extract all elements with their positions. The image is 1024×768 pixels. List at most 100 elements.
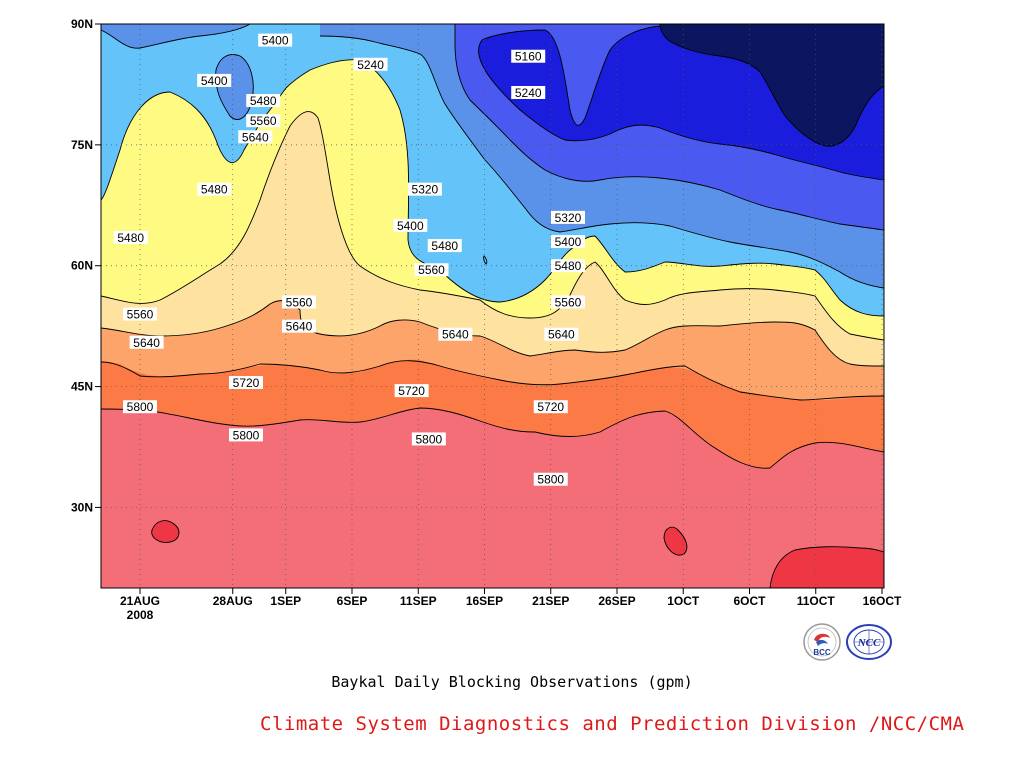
contour-label-24: 5720 — [229, 376, 263, 390]
contour-label-17: 5560 — [550, 295, 585, 309]
credit-line: Climate System Diagnostics and Predictio… — [260, 713, 965, 735]
contour-label-bg-27 — [123, 400, 157, 414]
contour-label-bg-23 — [544, 327, 579, 341]
contour-label-bg-25 — [394, 384, 429, 398]
contour-label-bg-1 — [258, 33, 293, 47]
contour-label-6: 5480 — [113, 231, 148, 245]
contour-label-bg-9 — [511, 85, 546, 99]
band-above-5880-spot1 — [151, 520, 179, 543]
contour-label-29: 5800 — [411, 432, 446, 446]
contour-label-23: 5640 — [544, 327, 579, 342]
band-below-5160 — [660, 24, 884, 147]
contour-label-bg-4 — [238, 130, 273, 144]
contour-label-bg-18 — [282, 295, 316, 309]
x-tick-label-4: 11SEP — [400, 594, 437, 608]
contour-label-15: 5400 — [550, 235, 585, 249]
y-tick-label-4: 90N — [71, 17, 93, 31]
contour-label-2: 5480 — [246, 94, 281, 108]
contour-label-text-29: 5800 — [415, 432, 442, 446]
contour-label-3: 5560 — [246, 114, 281, 128]
contour-label-8: 5160 — [511, 49, 546, 64]
contour-label-bg-26 — [533, 400, 568, 414]
contour-label-bg-20 — [123, 307, 157, 321]
contour-label-bg-11 — [393, 218, 428, 232]
contour-label-bg-22 — [438, 327, 473, 341]
contour-label-30: 5800 — [533, 472, 568, 487]
x-tick-label-11: 16OCT — [863, 594, 902, 608]
contour-label-text-20: 5560 — [127, 308, 154, 322]
x-tick-label-9: 6OCT — [733, 594, 766, 608]
x-tick-label-10: 11OCT — [797, 594, 836, 608]
contour-label-21: 5640 — [129, 335, 164, 350]
contour-label-7: 5240 — [353, 57, 388, 72]
contour-label-bg-15 — [550, 235, 585, 249]
contour-label-text-6: 5480 — [117, 231, 144, 245]
contour-label-28: 5800 — [229, 428, 263, 442]
contour-label-bg-3 — [246, 114, 281, 128]
contour-label-text-22: 5640 — [442, 328, 469, 342]
plot-frame — [100, 23, 885, 589]
contour-label-bg-14 — [550, 210, 585, 224]
contour-label-bg-5 — [197, 182, 232, 196]
contour-labels: 5400 5400 5480 5560 5640 5480 5480 5240 5160 5240… — [113, 33, 585, 487]
contour-label-bg-10 — [407, 182, 442, 196]
contour-label-text-12: 5480 — [431, 239, 458, 253]
contour-label-10: 5320 — [407, 182, 442, 197]
contour-label-text-28: 5800 — [233, 428, 260, 442]
contour-label-11: 5400 — [393, 218, 428, 233]
contour-label-1: 5400 — [258, 33, 293, 48]
contour-label-text-26: 5720 — [537, 400, 564, 414]
y-tick-label-2: 60N — [71, 259, 93, 273]
contour-label-12: 5480 — [427, 239, 462, 253]
contour-label-text-23: 5640 — [548, 328, 575, 342]
y-tick-label-1: 45N — [71, 380, 93, 394]
contour-label-25: 5720 — [394, 384, 429, 398]
contour-label-text-14: 5320 — [555, 211, 582, 225]
contour-label-text-10: 5320 — [412, 183, 439, 197]
contour-label-text-24: 5720 — [233, 376, 260, 390]
y-tick-label-3: 75N — [71, 138, 93, 152]
contour-label-bg-17 — [550, 295, 585, 309]
contour-label-18: 5560 — [282, 295, 316, 309]
band-5320-5400-west — [101, 24, 250, 49]
contour-label-0: 5400 — [197, 73, 232, 88]
contour-label-20: 5560 — [123, 307, 157, 322]
contour-label-bg-21 — [129, 335, 164, 349]
x-tick-label-3: 6SEP — [337, 594, 368, 608]
contour-label-14: 5320 — [550, 210, 585, 225]
contour-label-bg-28 — [229, 428, 263, 442]
contour-label-bg-6 — [113, 231, 148, 245]
contour-label-text-1: 5400 — [262, 34, 289, 48]
contour-label-text-16: 5480 — [555, 259, 582, 273]
contour-label-bg-12 — [427, 239, 462, 253]
contour-label-bg-29 — [411, 432, 446, 446]
contour-label-bg-13 — [414, 263, 449, 277]
contour-label-22: 5640 — [438, 327, 473, 342]
contour-label-text-4: 5640 — [242, 130, 269, 144]
contour-label-text-13: 5560 — [418, 263, 445, 277]
ncc-logo: NCC — [844, 622, 894, 666]
contour-label-27: 5800 — [123, 400, 157, 414]
bcc-logo-icon: BCC — [803, 623, 841, 661]
contour-label-bg-24 — [229, 376, 263, 390]
ncc-logo-icon: NCC — [846, 624, 892, 660]
contour-label-5: 5480 — [197, 182, 232, 197]
contour-label-4: 5640 — [238, 130, 273, 144]
contour-label-bg-30 — [533, 472, 568, 486]
contour-label-text-5: 5480 — [201, 183, 228, 197]
contour-label-16: 5480 — [550, 259, 585, 273]
contour-label-text-15: 5400 — [555, 235, 582, 249]
svg-text:BCC: BCC — [813, 648, 831, 657]
contour-label-text-8: 5160 — [515, 50, 542, 64]
contour-label-text-0: 5400 — [201, 74, 228, 88]
y-axis: 30N 45N 60N 75N 90N — [71, 17, 101, 514]
chart-caption: Baykal Daily Blocking Observations (gpm) — [331, 673, 693, 691]
contour-label-text-7: 5240 — [357, 58, 384, 72]
contour-label-bg-19 — [282, 319, 316, 333]
contour-label-19: 5640 — [282, 319, 316, 334]
contour-label-26: 5720 — [533, 400, 568, 414]
band-5320-5400-blob — [215, 54, 254, 120]
band-above-5880-se — [770, 546, 884, 588]
